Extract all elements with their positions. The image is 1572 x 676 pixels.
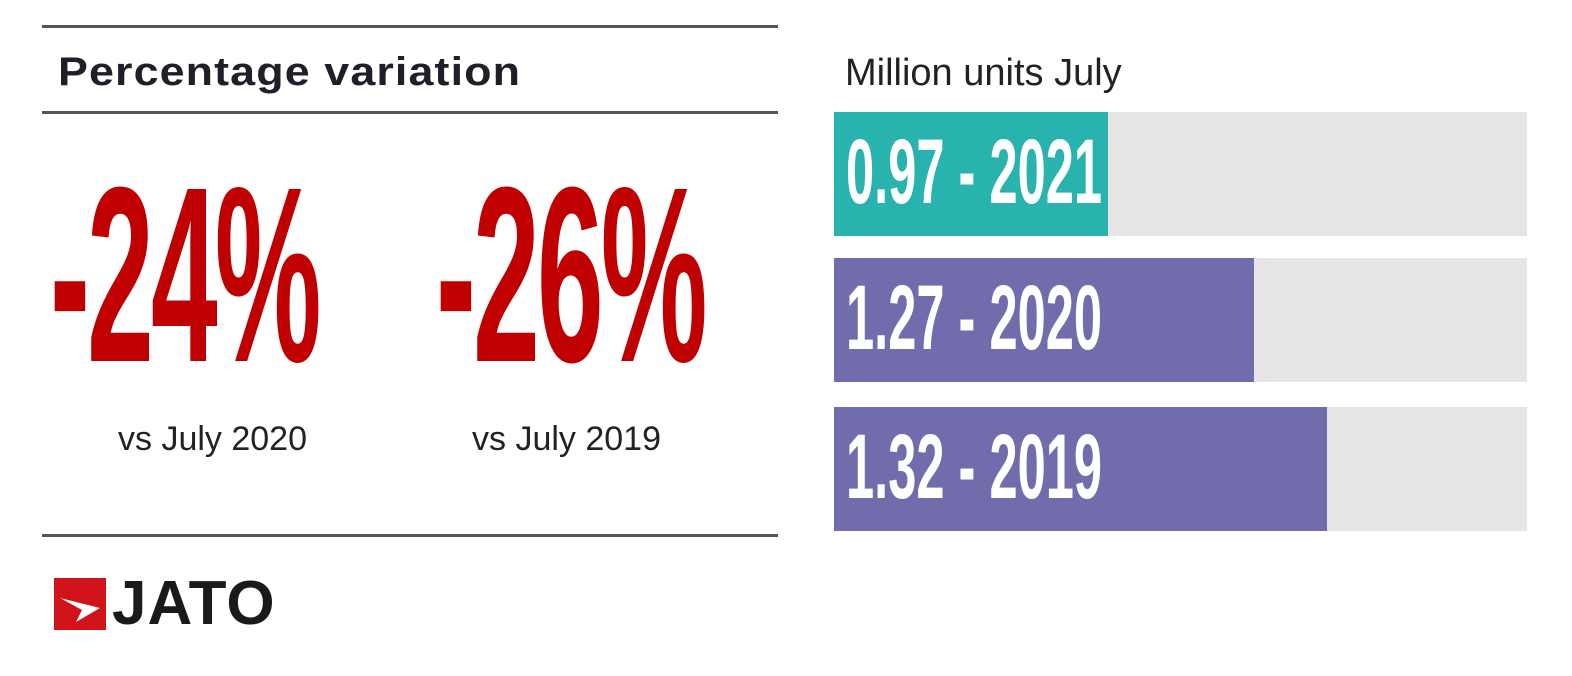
bar-track-2020: 1.27 - 2020	[834, 258, 1527, 382]
jato-logo: JATO	[54, 573, 276, 635]
bar-label-2020: 1.27 - 2020	[846, 267, 1103, 369]
bar-label-2021: 0.97 - 2021	[846, 121, 1103, 223]
top-rule	[42, 25, 778, 28]
bar-track-2021: 0.97 - 2021	[834, 112, 1527, 236]
bar-2020: 1.27 - 2020	[834, 258, 1254, 382]
stat-value-2020: -24%	[50, 135, 321, 414]
logo-text: JATO	[112, 569, 276, 638]
jato-arrow-icon	[54, 578, 106, 630]
bar-2019: 1.32 - 2019	[834, 407, 1327, 531]
section-title: Percentage variation	[58, 50, 522, 94]
bar-label-2019: 1.32 - 2019	[846, 416, 1103, 518]
stat-caption-2019: vs July 2019	[472, 420, 661, 458]
bottom-rule	[42, 534, 778, 537]
bar-2021: 0.97 - 2021	[834, 112, 1108, 236]
bar-track-2019: 1.32 - 2019	[834, 407, 1527, 531]
title-rule	[42, 111, 778, 114]
stat-value-2019: -26%	[436, 135, 707, 414]
chart-title: Million units July	[845, 52, 1122, 94]
stat-caption-2020: vs July 2020	[118, 420, 307, 458]
